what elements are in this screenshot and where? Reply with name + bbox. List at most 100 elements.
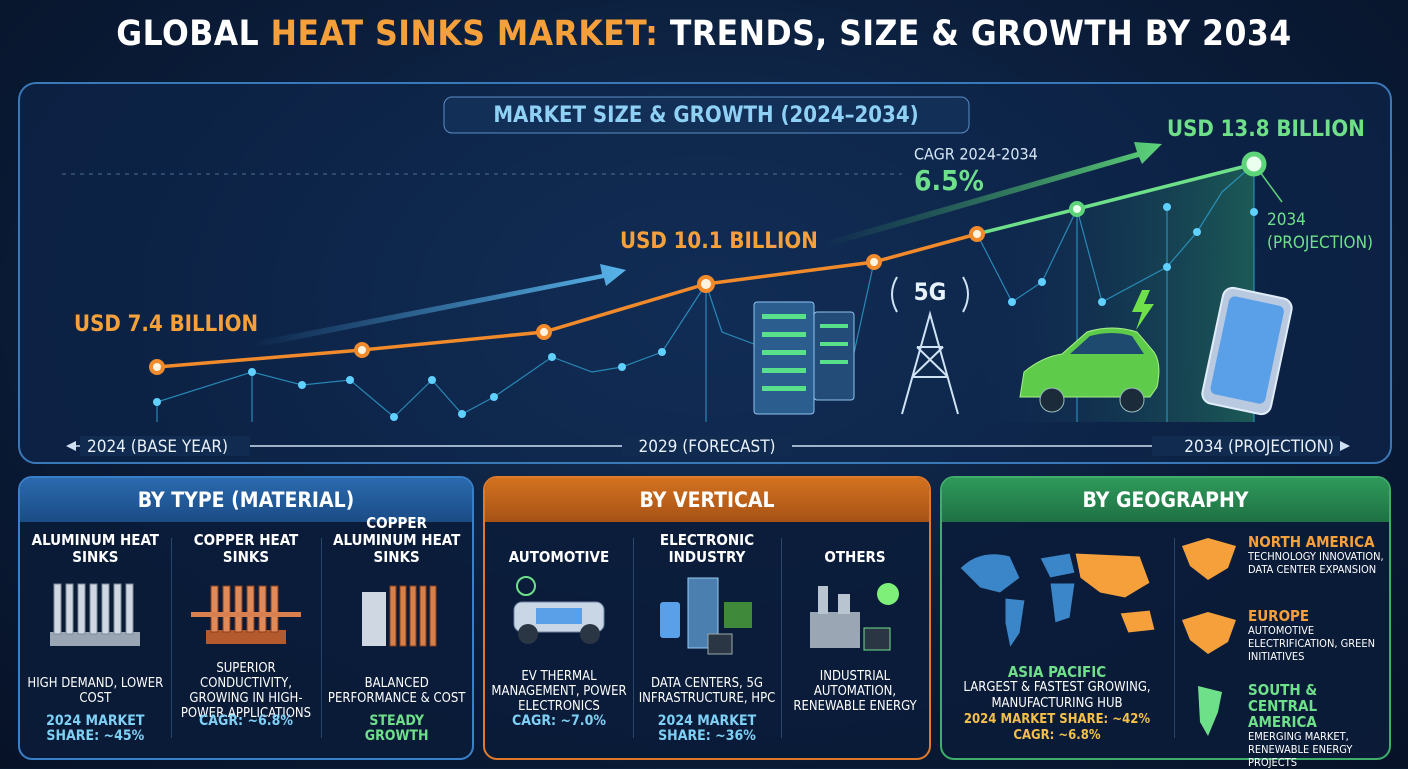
phone-icon [1201,286,1293,416]
value-label: USD 13.8 BILLION [1167,117,1365,142]
item-stat: STEADY GROWTH [364,713,429,744]
region-icon [1198,686,1222,736]
market-heading: MARKET SIZE & GROWTH (2024–2034) [493,103,918,128]
item-icon [810,583,899,651]
item-stat: 2024 MARKET SHARE: ~45% [46,713,145,744]
region-text: EUROPE AUTOMOTIVE ELECTRIFICATION, GREEN … [1248,608,1388,663]
item-description: HIGH DEMAND, LOWER COST [27,676,164,706]
growth-area [977,164,1254,422]
separator [633,538,634,738]
axis-arrow [66,441,76,451]
icon-shape [877,583,899,605]
icon-shape [210,585,219,633]
panel-heading: BY TYPE (MATERIAL) [20,478,472,522]
icon-shape [580,624,600,644]
trend-arrow [252,264,626,348]
region-name: ASIA PACIFIC [1007,663,1107,681]
icon-shape [660,602,680,638]
value-label: USD 7.4 BILLION [74,312,258,337]
icon-shape [389,585,397,647]
icon-shape [77,583,86,635]
icon-shape [270,585,279,633]
panel-heading: BY VERTICAL [485,478,929,522]
label-bg [1152,436,1340,456]
region-shape [1182,538,1236,580]
item-icon [190,585,301,644]
world-map [959,552,1156,650]
icon-shape [222,585,231,633]
item-description: INDUSTRIAL AUTOMATION, RENEWABLE ENERGY [793,668,917,714]
label-bg [80,436,250,456]
item-name: OTHERS [824,548,886,566]
icon-shape [53,583,62,635]
item-stat: CAGR: ~6.8% [199,713,293,729]
icon-shape [65,583,74,635]
icon-shape [724,602,752,628]
icon-shape [205,630,286,644]
growth-line [156,232,978,369]
axis-label: 2024 (BASE YEAR) [87,437,228,457]
icon-shape [518,624,538,644]
geography-panel: BY GEOGRAPHY ASIA PACIFIC LARGEST & FASTE… [940,476,1391,769]
item-icon [50,583,141,646]
region-description: EMERGING MARKET, RENEWABLE ENERGY PROJEC… [1248,730,1353,769]
item-icon [660,577,752,655]
region-name: NORTH AMERICA [1248,533,1375,551]
region-icon [1182,538,1236,580]
item-name: COPPER ALUMINUM HEAT SINKS [333,514,461,566]
region-description: TECHNOLOGY INNOVATION, DATA CENTER EXPAN… [1248,550,1384,576]
heading-box [443,96,970,134]
axis-label: 2029 (FORECAST) [638,437,775,457]
panel-heading: BY GEOGRAPHY [942,478,1389,522]
region-description: LARGEST & FASTEST GROWING, MANUFACTURING… [963,680,1151,711]
item-column: AUTOMOTIVE EV THERMAL MANAGEMENT, POWER E… [485,530,633,729]
icon-shape [419,585,427,647]
tower-icon [891,276,969,415]
trend-arrow [822,142,1162,248]
region-shape [1182,612,1236,654]
region-icon [1182,612,1236,654]
icon-shape [190,612,301,617]
icon-shape [399,585,407,647]
region-shape [1198,686,1222,736]
region-text: NORTH AMERICA TECHNOLOGY INNOVATION, DATA… [1248,534,1388,576]
icon-shape [113,583,122,635]
item-name: ELECTRONIC INDUSTRY [659,531,755,566]
icon-shape [516,576,536,596]
icon-shape [810,612,860,648]
axis-label: 2034 (PROJECTION) [1184,437,1334,457]
icon-shape [234,585,243,633]
icon-shape [246,585,255,633]
separator [781,538,782,738]
item-icon [361,585,437,647]
item-description: DATA CENTERS, 5G INFRASTRUCTURE, HPC [638,676,776,706]
separator [170,538,172,738]
icon-shape [89,583,98,635]
title-highlight: HEAT SINKS MARKET: [270,14,659,54]
region-cagr: CAGR: ~6.8% [1013,728,1101,743]
icon-shape [101,583,110,635]
item-name: COPPER HEAT SINKS [193,531,299,566]
callout-line [1259,171,1283,203]
item-description: SUPERIOR CONDUCTIVITY, GROWING IN HIGH-P… [180,661,312,721]
item-stat: 2024 MARKET SHARE: ~36% [657,713,757,744]
icon-shape [863,627,891,651]
item-description: BALANCED PERFORMANCE & COST [327,676,466,706]
region-name: EUROPE [1248,607,1310,625]
car-icon [1019,290,1160,413]
network-dots [153,203,1258,421]
map-region [1119,609,1156,634]
separator [1174,538,1175,738]
cagr-value: 6.5% [914,164,984,197]
region-name: SOUTH & CENTRAL AMERICA [1248,681,1318,731]
icon-shape [361,592,386,646]
tower-label: 5G [914,278,947,306]
cagr-label: CAGR 2024-2034 [914,145,1038,164]
item-icon [513,576,605,644]
item-column: OTHERS INDUSTRIAL AUTOMATION, RENEWABLE E… [781,530,929,714]
icon-shape [429,585,437,647]
vertical-panel: BY VERTICAL AUTOMOTIVE EV THERMAL MANAGEM… [483,476,931,760]
item-column: ALUMINUM HEAT SINKS HIGH DEMAND, LOWER CO… [20,530,171,744]
title-part: TRENDS, SIZE & GROWTH BY 2034 [669,14,1292,54]
market-panel: MARKET SIZE & GROWTH (2024–2034) USD 7.4… [18,82,1392,464]
